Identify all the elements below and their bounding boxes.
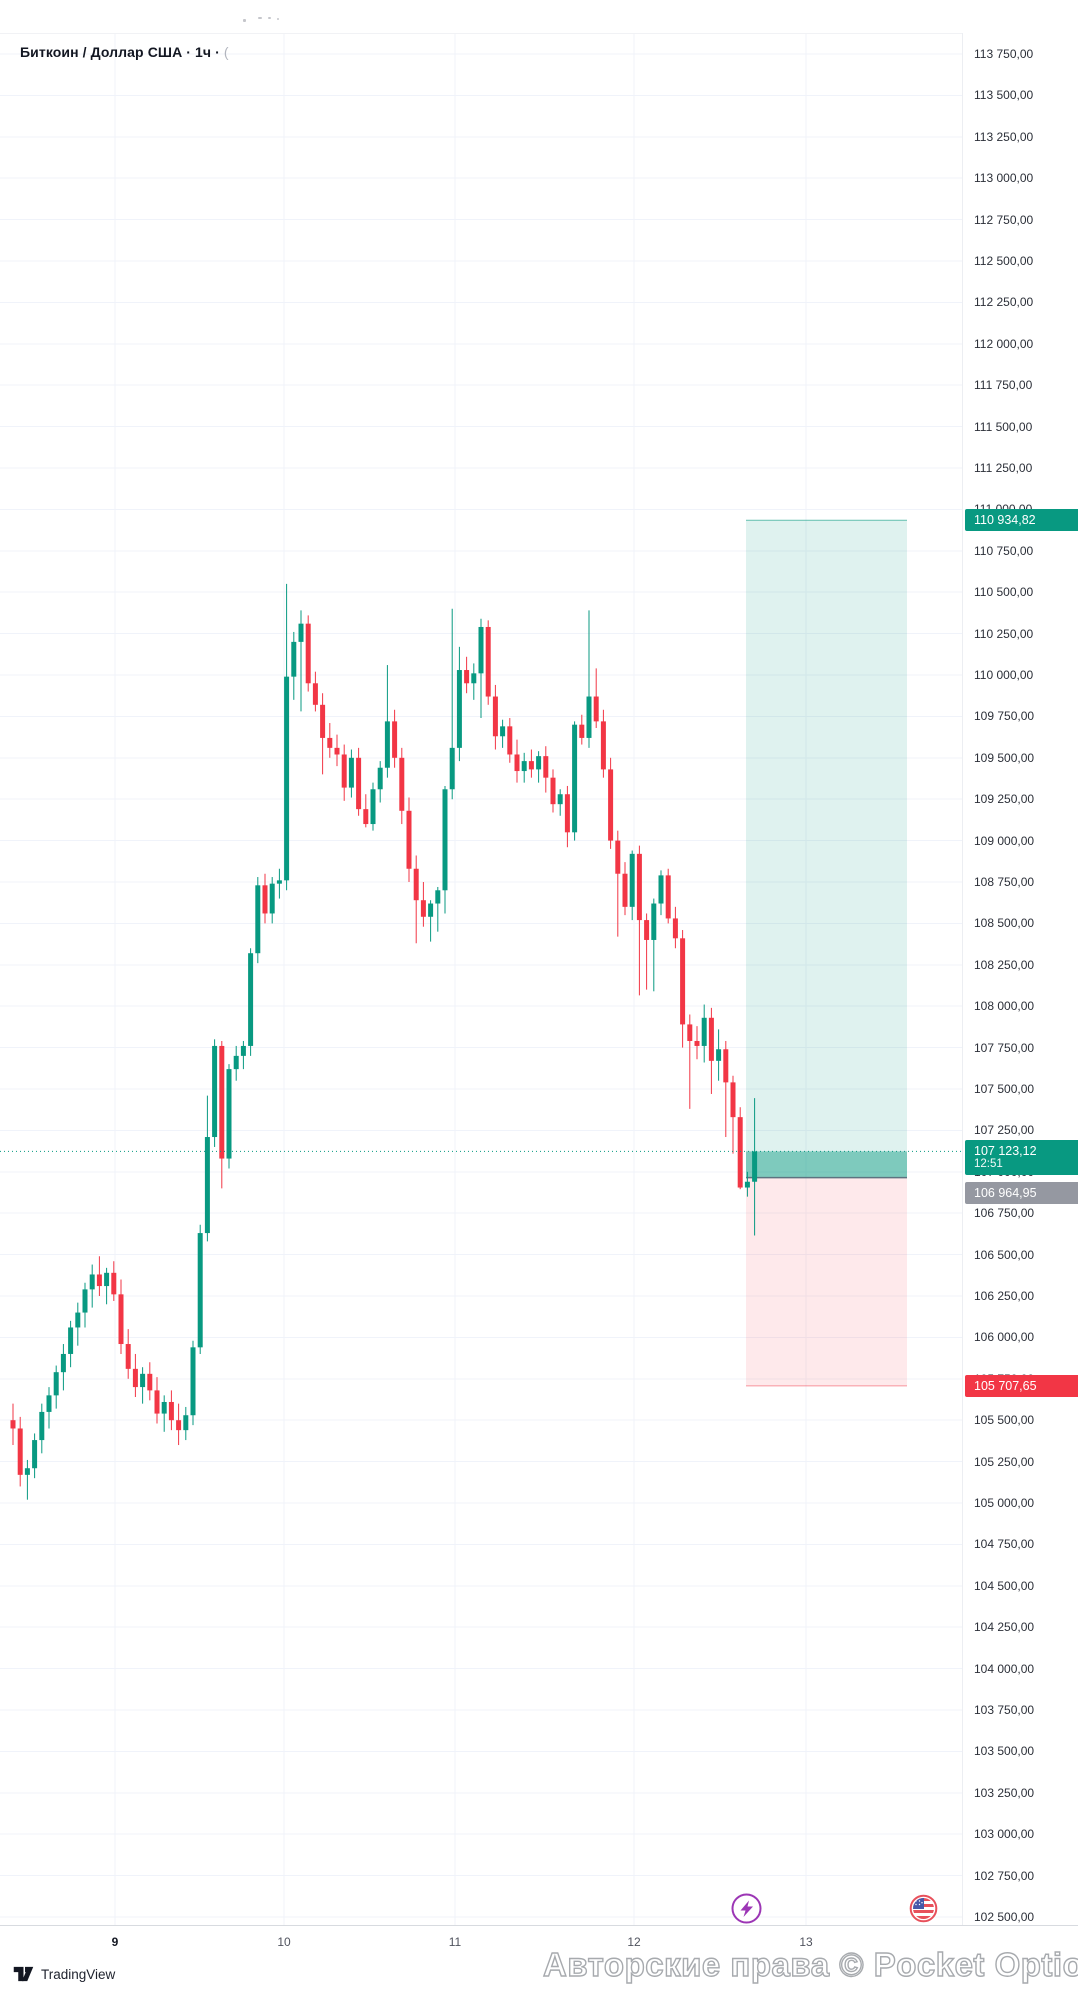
price-tick-label: 103 000,00: [974, 1827, 1035, 1842]
price-tick-label: 103 750,00: [974, 1703, 1035, 1717]
price-tick-label: 108 250,00: [974, 957, 1035, 972]
price-tick-label: 102 750,00: [974, 1868, 1035, 1883]
price-tick-label: 104 250,00: [974, 1620, 1035, 1635]
price-tick-label: 112 750,00: [974, 212, 1034, 227]
price-tick-label: 102 500,00: [974, 1910, 1035, 1924]
price-tick-label: 113 750,00: [974, 47, 1034, 61]
take-profit-price-label[interactable]: 110 934,82: [965, 509, 1078, 532]
price-tick-label: 103 250,00: [974, 1785, 1035, 1800]
price-tick-label: 108 750,00: [974, 875, 1035, 889]
price-tick-label: 109 500,00: [974, 750, 1035, 765]
chart-top-border: [0, 33, 1078, 34]
price-tick-label: 111 250,00: [974, 461, 1033, 475]
price-tick-label: 103 500,00: [974, 1744, 1035, 1759]
price-tick-label: 109 750,00: [974, 709, 1035, 724]
price-tick-label: 107 750,00: [974, 1040, 1035, 1055]
price-tick-label: 110 250,00: [974, 626, 1034, 641]
price-tick-label: 110 750,00: [974, 543, 1034, 558]
time-tick-label: 10: [277, 1935, 291, 1949]
time-tick-label: 12: [627, 1935, 641, 1949]
price-tick-label: 112 000,00: [974, 336, 1034, 351]
symbol-title[interactable]: Биткоин / Доллар США · 1ч · (: [20, 44, 229, 60]
us-flag-icon[interactable]: [909, 1894, 938, 1923]
price-tick-label: 108 500,00: [974, 916, 1035, 931]
price-tick-label: 113 500,00: [974, 88, 1034, 103]
stop-loss-price-label[interactable]: 105 707,65: [965, 1374, 1078, 1397]
price-tick-label: 106 750,00: [974, 1206, 1035, 1221]
time-tick-label: 13: [799, 1935, 813, 1949]
price-tick-label: 112 500,00: [974, 254, 1034, 268]
price-tick-label: 105 250,00: [974, 1454, 1035, 1469]
entry-price-label[interactable]: 106 964,95: [965, 1182, 1078, 1205]
bar-countdown: 12:51: [974, 1158, 1003, 1171]
price-axis[interactable]: 102 500,00 102 750,00 103 000,00 103 250,00…: [962, 33, 1078, 1925]
toolbar-artifact: [258, 17, 262, 19]
price-tick-label: 109 000,00: [974, 833, 1035, 848]
price-tick-label: 104 750,00: [974, 1537, 1035, 1552]
toolbar-artifact: [277, 18, 279, 20]
price-tick-label: 107 500,00: [974, 1082, 1035, 1096]
price-tick-label: 111 750,00: [974, 378, 1033, 393]
price-tick-label: 108 000,00: [974, 999, 1035, 1014]
price-tick-label: 113 250,00: [974, 129, 1034, 144]
symbol-title-text: Биткоин / Доллар США · 1ч ·: [20, 44, 220, 60]
toolbar-artifact: [243, 19, 246, 22]
price-tick-label: 110 500,00: [974, 585, 1034, 600]
price-tick-label: 104 500,00: [974, 1578, 1035, 1593]
price-tick-label: 106 500,00: [974, 1247, 1035, 1262]
price-tick-label: 110 000,00: [974, 668, 1034, 682]
price-tick-label: 111 500,00: [974, 419, 1033, 434]
price-tick-label: 106 250,00: [974, 1289, 1035, 1303]
price-tick-label: 105 500,00: [974, 1413, 1035, 1428]
price-tick-label: 112 250,00: [974, 295, 1034, 310]
price-tick-label: 105 000,00: [974, 1496, 1035, 1510]
symbol-title-suffix: (: [223, 44, 229, 60]
time-axis[interactable]: 9 10 11 12 13: [0, 1925, 1078, 1957]
time-tick-label: 9: [111, 1935, 119, 1949]
tradingview-label: TradingView: [41, 1966, 116, 1982]
toolbar-artifact: [268, 17, 271, 19]
tradingview-attribution[interactable]: TradingView: [13, 1966, 115, 1982]
price-tick-label: 107 250,00: [974, 1123, 1035, 1138]
price-tick-label: 104 000,00: [974, 1661, 1035, 1676]
price-tick-label: 106 000,00: [974, 1330, 1035, 1345]
price-tick-label: 113 000,00: [974, 171, 1034, 186]
price-tick-label: 109 250,00: [974, 792, 1035, 807]
time-tick-label: 11: [448, 1935, 462, 1949]
lightning-icon[interactable]: [730, 1892, 763, 1925]
last-price-label: 107 123,12 12:51: [965, 1140, 1078, 1176]
tradingview-logo-icon: [13, 1966, 34, 1982]
candlestick-chart[interactable]: [0, 0, 962, 2000]
